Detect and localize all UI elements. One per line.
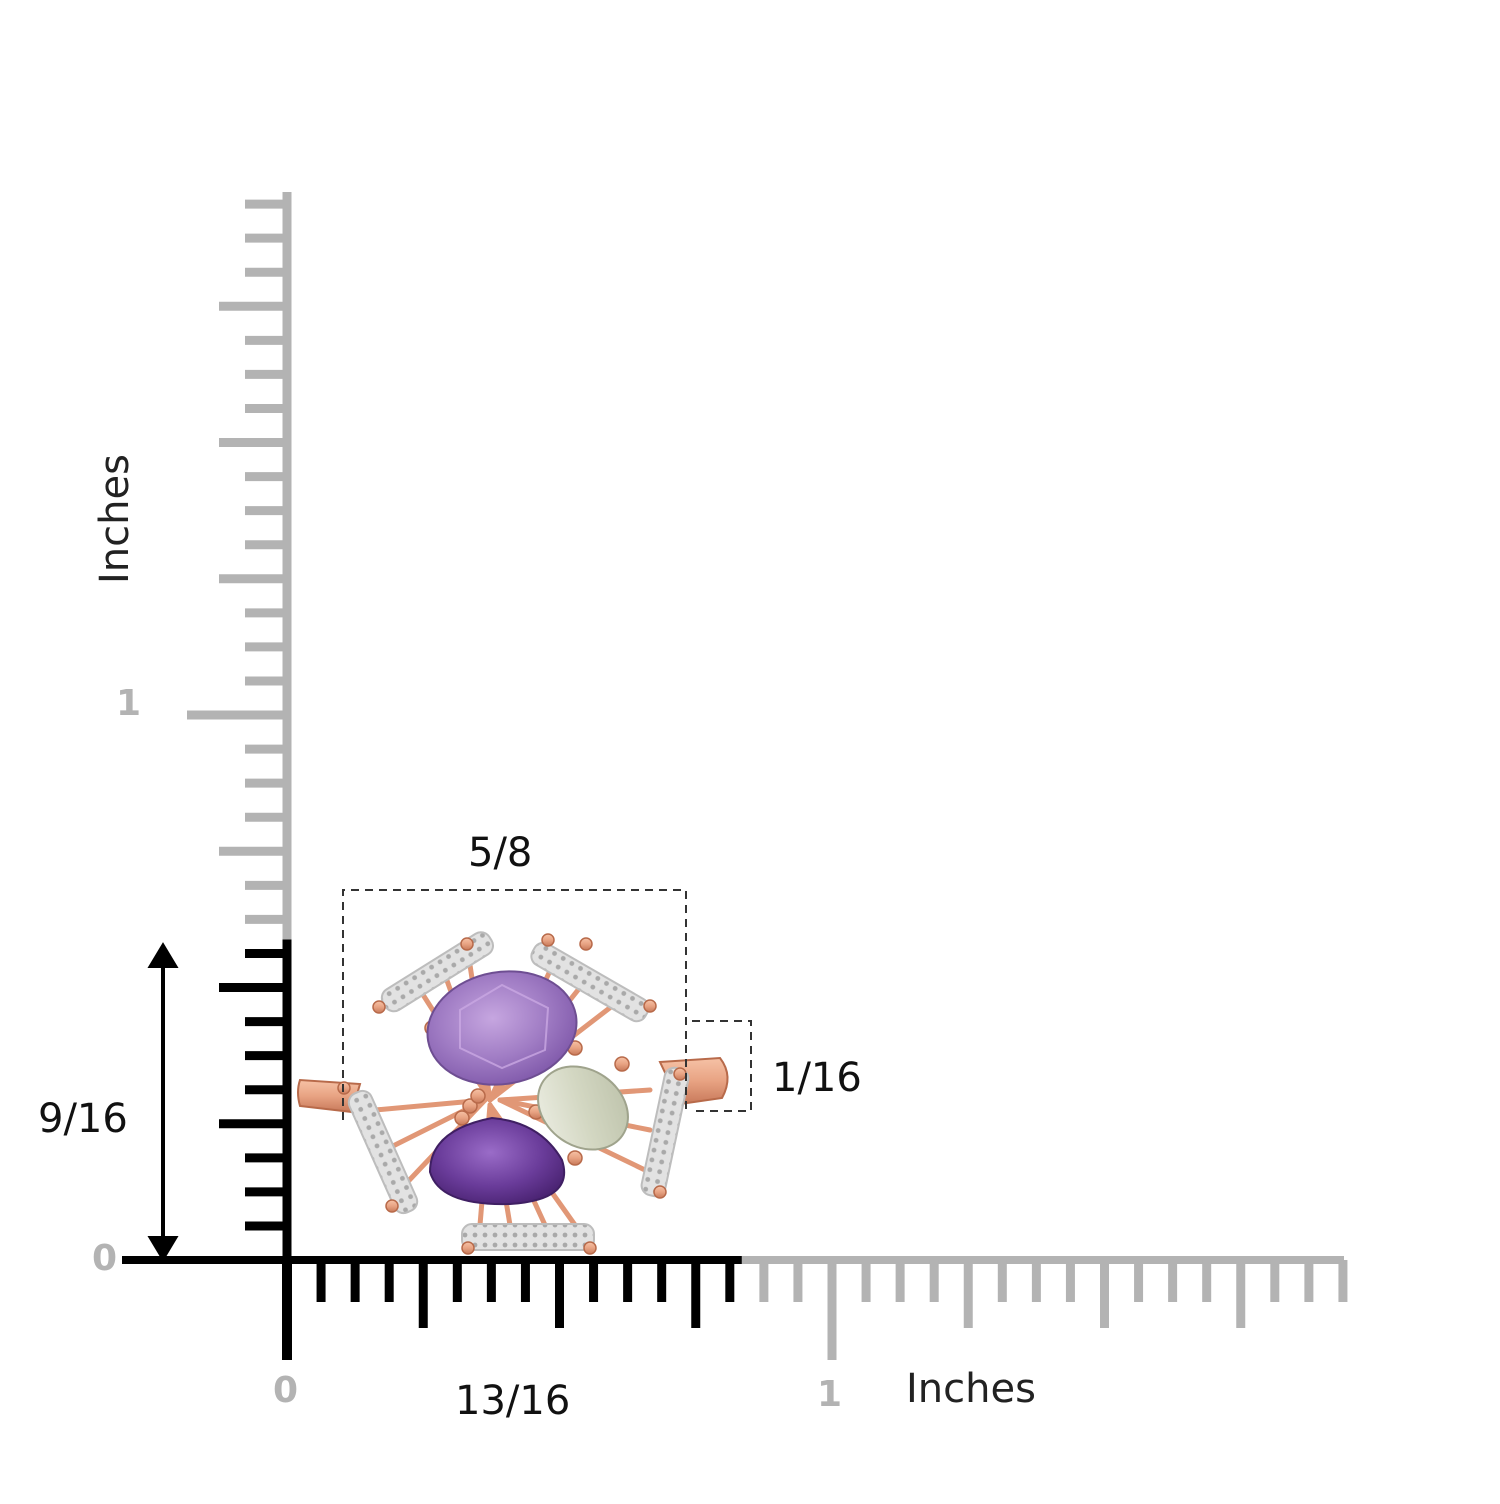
band-dimension-box (690, 1020, 752, 1112)
height-label: 9/16 (38, 1096, 128, 1142)
ring-illustration (297, 931, 729, 1255)
silver-bars (347, 931, 690, 1251)
x-axis-one-label: 1 (817, 1374, 843, 1415)
vertical-ruler-gray (187, 192, 292, 940)
height-dimension-arrow (147, 942, 179, 1262)
x-axis-zero-label: 0 (273, 1370, 299, 1411)
vertical-ruler-black (219, 939, 292, 1260)
oval-prasiolite (537, 1065, 629, 1151)
length-label: 13/16 (455, 1378, 571, 1424)
width-label: 5/8 (468, 830, 533, 876)
pear-amethyst (428, 1116, 566, 1206)
y-axis-zero-label: 0 (92, 1238, 118, 1279)
horizontal-ruler-gray (741, 1256, 1348, 1360)
x-axis-title: Inches (906, 1366, 1036, 1412)
band-width-label: 1/16 (772, 1055, 862, 1101)
y-axis-one-label: 1 (116, 683, 142, 724)
gold-beads (337, 933, 687, 1255)
y-axis-title: Inches (92, 454, 138, 584)
amethyst-facets (459, 983, 550, 1070)
oval-amethyst (426, 970, 578, 1086)
horizontal-ruler-black (122, 1256, 742, 1360)
width-dimension-box (342, 889, 687, 1120)
